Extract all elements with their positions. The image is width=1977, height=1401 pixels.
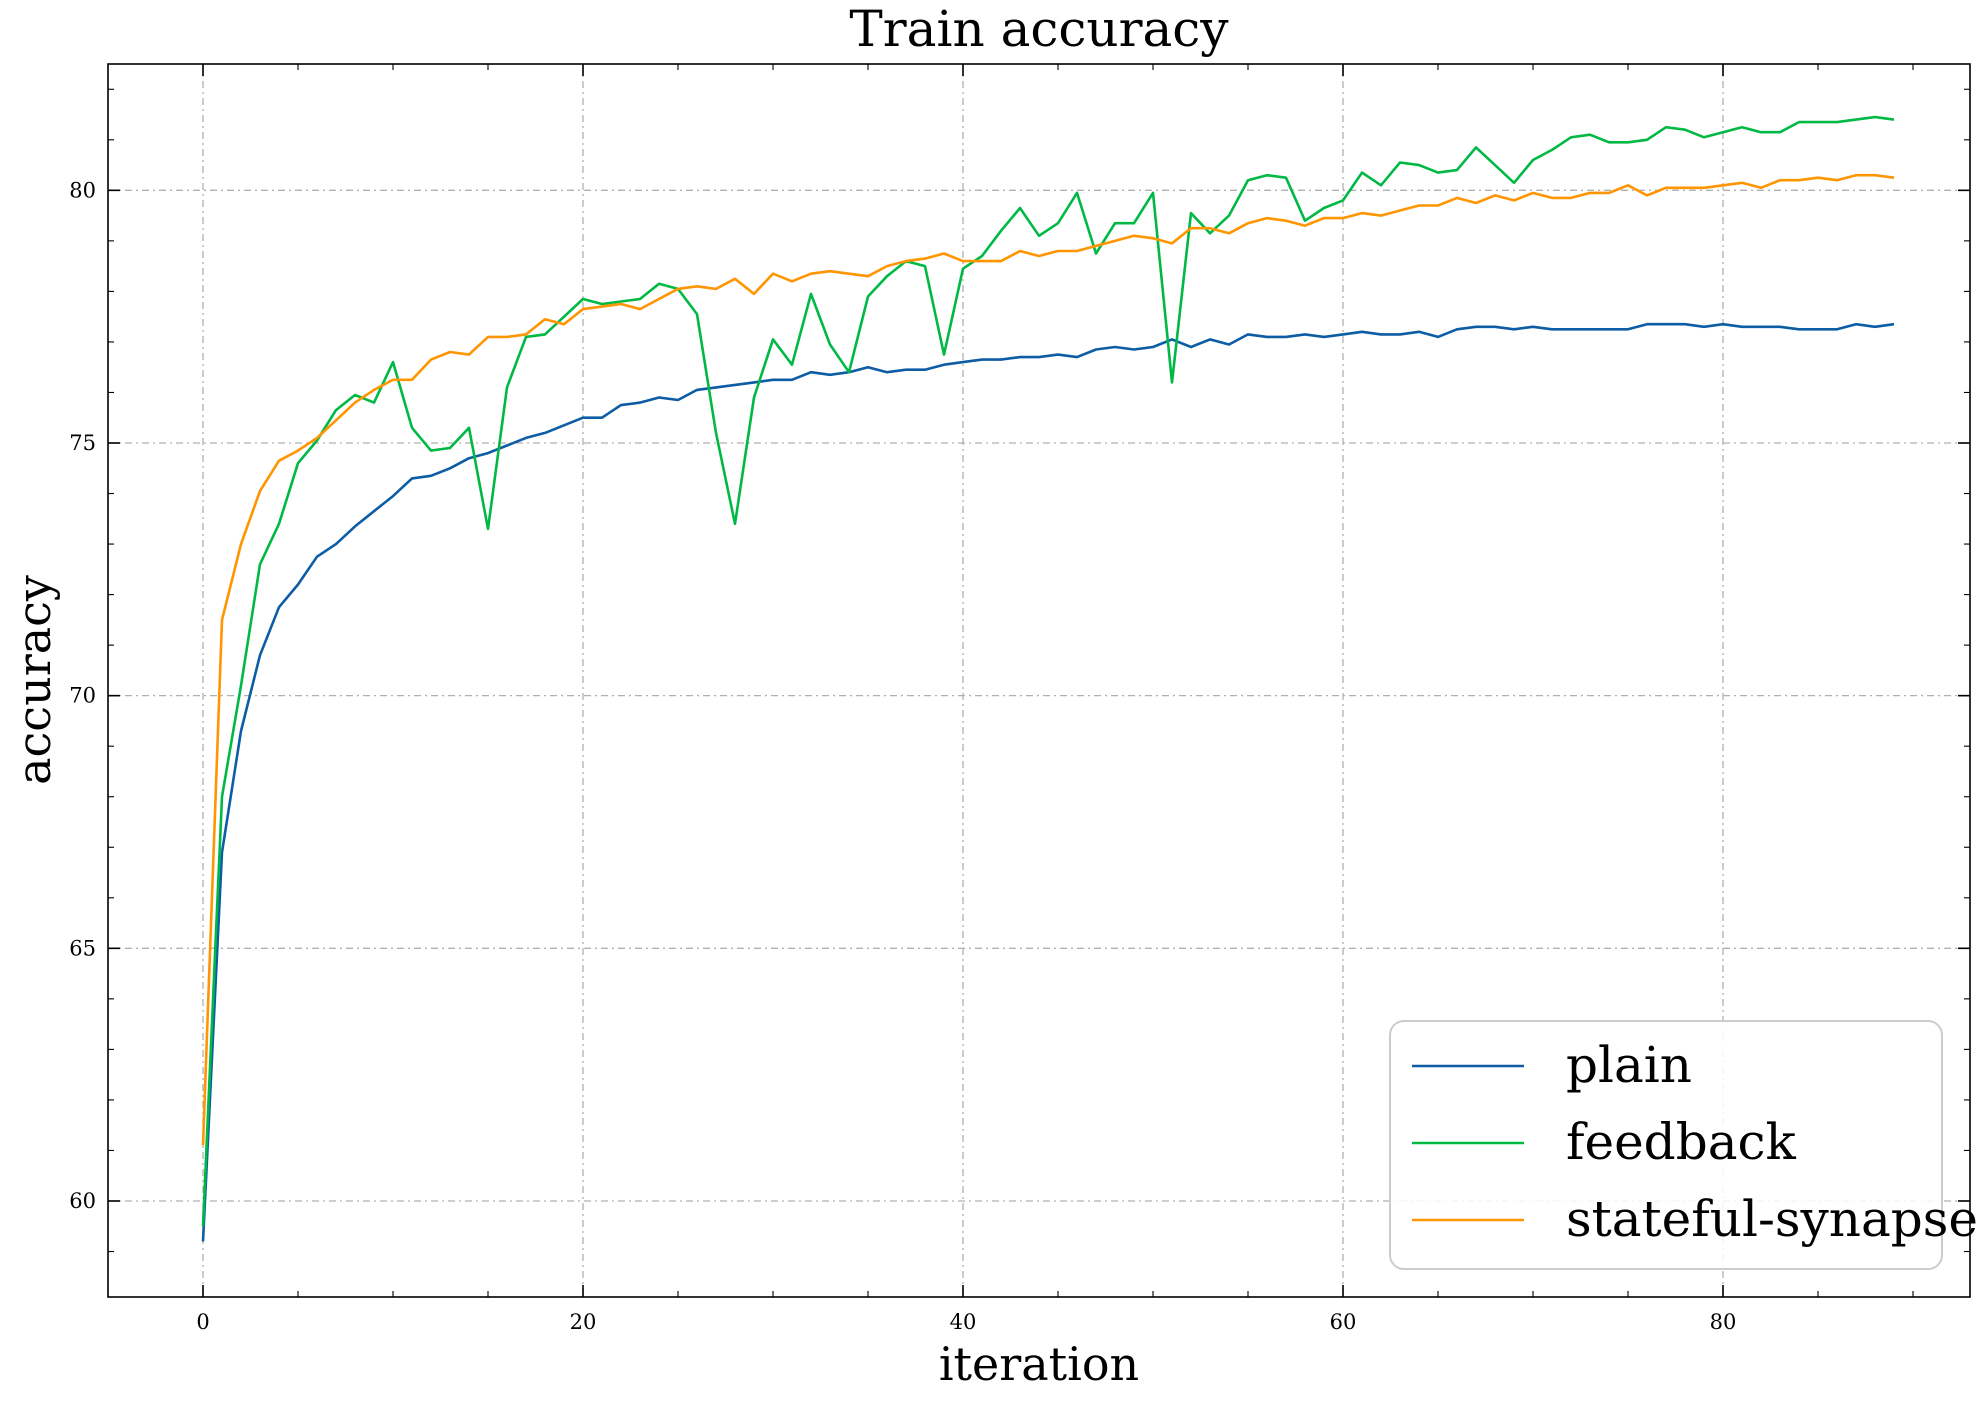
legend: plain feedback stateful-synapse	[1389, 1020, 1977, 1270]
x-tick-label: 0	[196, 1310, 209, 1334]
series-lines	[201, 115, 1895, 1242]
series-line-stateful-synapse	[201, 173, 1895, 1146]
axis-ticks	[107, 64, 1970, 1297]
legend-box	[1389, 1020, 1943, 1270]
y-tick-label: 60	[69, 1189, 96, 1213]
chart-title: Train accuracy	[849, 0, 1229, 58]
x-tick-label: 40	[950, 1310, 977, 1334]
tick-labels: 0 20 40 60 80 60 65 70 75 80	[69, 178, 1736, 1334]
series-line-plain	[201, 322, 1895, 1242]
legend-label-stateful-synapse: stateful-synapse	[1566, 1190, 1977, 1248]
y-tick-label: 70	[69, 684, 96, 708]
y-tick-label: 80	[69, 178, 96, 202]
x-tick-label: 60	[1330, 1310, 1357, 1334]
y-tick-label: 65	[69, 936, 96, 960]
series-line-feedback	[201, 115, 1895, 1227]
x-tick-label: 80	[1710, 1310, 1737, 1334]
legend-label-feedback: feedback	[1566, 1113, 1797, 1171]
legend-label-plain: plain	[1566, 1036, 1692, 1094]
y-axis-label: accuracy	[7, 575, 61, 785]
y-tick-label: 75	[69, 431, 96, 455]
x-axis-label: iteration	[939, 1337, 1139, 1391]
plot-frame	[107, 63, 1971, 1298]
x-tick-label: 20	[570, 1310, 597, 1334]
